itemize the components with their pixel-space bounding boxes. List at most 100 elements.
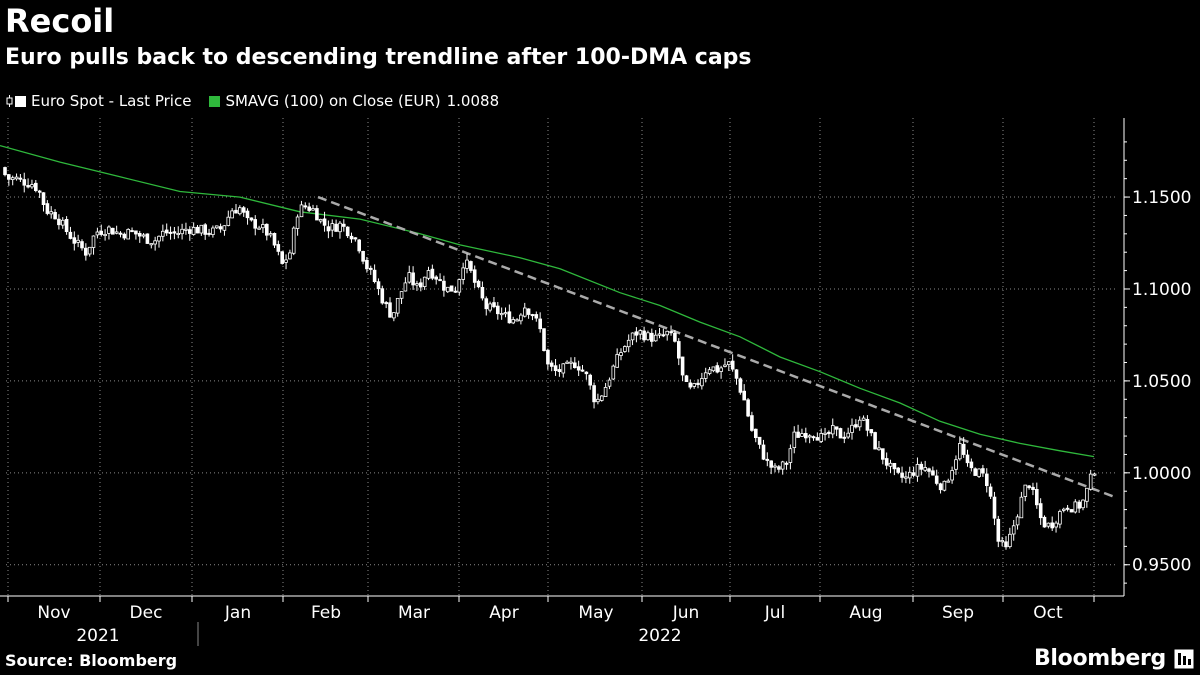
candle-body [611, 365, 616, 380]
candle-body [72, 237, 77, 244]
candle-body [653, 334, 658, 342]
candle-body [965, 454, 970, 464]
legend-item-price: Euro Spot - Last Price [6, 92, 191, 110]
candle-body [107, 226, 111, 234]
candle-body [330, 223, 335, 231]
candle-body [526, 308, 531, 315]
candle-body [657, 333, 662, 336]
candle-body [723, 364, 727, 367]
candle-body [361, 250, 365, 262]
candle-body [299, 204, 304, 218]
bloomberg-logo: Bloomberg [1033, 646, 1166, 671]
legend: Euro Spot - Last Price SMAVG (100) on Cl… [6, 92, 517, 110]
candle-body [546, 349, 550, 365]
candle-body [950, 470, 954, 481]
candle-body [815, 437, 820, 441]
candle-body [426, 270, 431, 279]
x-tick-label: Jul [764, 603, 786, 623]
candle-body [800, 433, 804, 437]
candle-body [838, 428, 843, 439]
candle-body [388, 302, 392, 318]
candle-body [769, 460, 773, 468]
candle-body [596, 398, 600, 403]
candle-body [734, 369, 739, 379]
candle-body [911, 472, 916, 476]
candle-body [796, 431, 800, 438]
candle-body [1092, 473, 1097, 476]
candle-body [665, 330, 669, 336]
candle-body [141, 234, 146, 237]
candle-body [253, 219, 258, 229]
candle-body [442, 280, 446, 291]
candle-body [465, 259, 469, 269]
candle-body [384, 302, 388, 305]
candle-body [1035, 488, 1039, 506]
candle-body [272, 232, 277, 246]
candle-body [857, 419, 862, 428]
candle-body [869, 429, 874, 434]
candle-body [484, 298, 489, 310]
candle-body [530, 314, 535, 317]
candle-body [900, 472, 904, 478]
x-tick-label: Feb [311, 603, 341, 623]
candle-body [861, 417, 866, 421]
candle-body [311, 208, 315, 211]
candle-body [1062, 508, 1066, 511]
source-note: Source: Bloomberg [5, 651, 178, 670]
candle-body [511, 319, 515, 324]
candle-body [57, 218, 61, 226]
candle-body [746, 399, 750, 417]
candle-body [931, 470, 935, 476]
candle-body [291, 227, 296, 254]
candle-body [322, 218, 327, 226]
candle-body [184, 228, 188, 231]
candle-body [534, 314, 539, 319]
candle-body [37, 190, 42, 193]
candle-body [1023, 484, 1028, 497]
candle-body [1073, 501, 1078, 513]
candle-body [261, 224, 265, 229]
candle-body [453, 290, 458, 293]
candle-body [214, 225, 219, 229]
candle-body [34, 182, 38, 192]
candle-body [334, 223, 338, 232]
candle-body [985, 473, 989, 487]
y-tick-label: 1.1000 [1132, 280, 1191, 300]
candle-body [592, 385, 596, 403]
candle-body [646, 332, 650, 341]
candle-body [95, 231, 100, 236]
candle-body [87, 246, 92, 255]
candle-body [415, 283, 419, 286]
candle-body [168, 231, 173, 234]
candle-body [18, 177, 23, 180]
candle-body [114, 231, 119, 234]
candle-body [237, 207, 242, 215]
candle-body [850, 424, 854, 433]
candle-body [495, 305, 500, 315]
candle-body [1046, 522, 1051, 527]
candle-body [368, 267, 373, 270]
candle-body [896, 467, 900, 473]
candle-body [538, 318, 542, 330]
candle-body [730, 360, 735, 370]
candle-body [307, 206, 311, 211]
legend-swatch-sma [209, 95, 221, 107]
candle-body [981, 468, 985, 474]
candle-body [341, 223, 346, 227]
candle-body [353, 237, 358, 240]
y-tick-label: 1.0000 [1132, 464, 1191, 484]
candle-body [908, 471, 912, 479]
x-tick-label: Aug [849, 603, 882, 623]
candle-body [915, 463, 920, 477]
candle-body [973, 468, 977, 476]
x-tick-label: Oct [1033, 603, 1063, 623]
candle-body [295, 216, 300, 229]
candle-body [176, 232, 181, 235]
y-tick-label: 1.0500 [1132, 372, 1191, 392]
candle-body [969, 461, 974, 469]
candle-body [515, 319, 519, 322]
candle-body [619, 352, 623, 356]
candle-body [99, 230, 104, 235]
year-label: 2021 [76, 626, 119, 646]
candle-body [245, 210, 250, 219]
